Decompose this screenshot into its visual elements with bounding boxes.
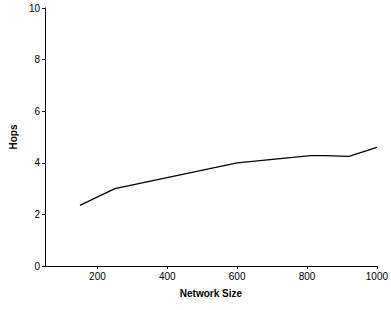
svg-text:4: 4 bbox=[34, 157, 40, 168]
svg-text:400: 400 bbox=[159, 271, 176, 282]
svg-text:2: 2 bbox=[34, 209, 40, 220]
svg-text:800: 800 bbox=[299, 271, 316, 282]
svg-text:200: 200 bbox=[89, 271, 106, 282]
svg-text:10: 10 bbox=[29, 3, 41, 14]
svg-text:6: 6 bbox=[34, 106, 40, 117]
svg-text:600: 600 bbox=[229, 271, 246, 282]
svg-text:8: 8 bbox=[34, 54, 40, 65]
svg-text:Network Size: Network Size bbox=[180, 288, 243, 299]
svg-text:0: 0 bbox=[34, 261, 40, 272]
svg-text:Hops: Hops bbox=[8, 124, 19, 149]
svg-text:1000: 1000 bbox=[366, 271, 389, 282]
